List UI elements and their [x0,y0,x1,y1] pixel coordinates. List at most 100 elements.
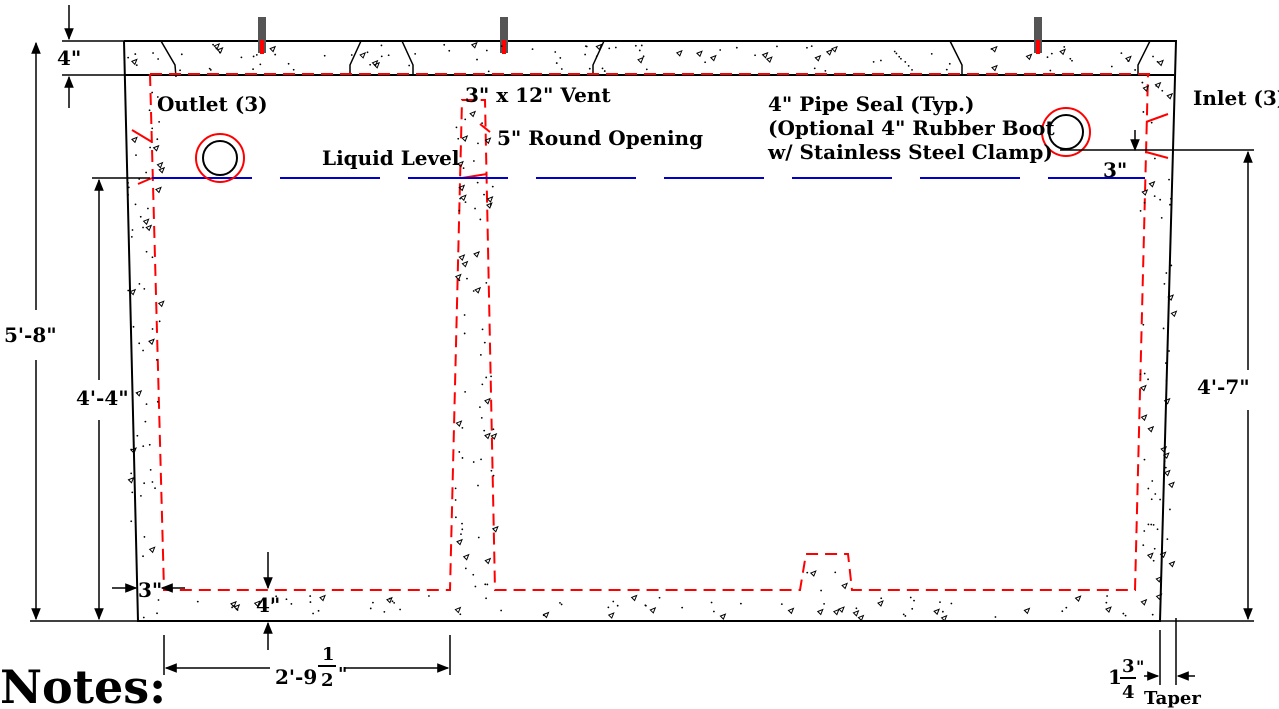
aggregate-dot [1159,198,1162,201]
aggregate-stone [637,56,644,64]
aggregate-dot [486,583,489,586]
aggregate-dot [274,53,277,56]
aggregate-dot [1159,498,1162,501]
aggregate-stone [484,432,491,440]
aggregate-dot [127,193,130,196]
outlet-label: Outlet (3) [157,92,268,116]
aggregate-dot [464,390,467,393]
aggregate-dot [484,583,487,586]
aggregate-dot [149,468,152,471]
aggregate-dot [148,443,151,446]
taper-whole: 1 [1108,665,1122,689]
aggregate-dot [491,185,494,188]
taper-dim: 1 3 4 " Taper [1108,656,1201,709]
aggregate-stone [156,161,164,169]
aggregate-dot [492,474,495,477]
overall-height-dim: 5'-8" [4,323,57,347]
aggregate-stone [816,608,824,616]
aggregate-stone [940,614,948,622]
aggregate-dot [834,571,837,574]
aggregate-stone [1148,180,1156,188]
aggregate-dot [369,607,372,610]
aggregate-dot [879,59,882,62]
aggregate-dot [780,603,783,606]
aggregate-stone [359,52,367,59]
aggregate-dot [1110,65,1113,68]
aggregate-stone [857,614,865,622]
aggregate-dot [474,585,477,588]
aggregate-dot [372,601,374,604]
aggregate-dot [485,597,487,600]
aggregate-dot [823,602,825,605]
aggregate-dot [138,342,141,345]
aggregate-dot [584,45,587,48]
aggregate-dot [477,536,480,539]
aggregate-dot [1143,458,1146,461]
aggregate-dot [158,320,161,323]
aggregate-stone [1162,452,1170,460]
aggregate-dot [231,606,233,609]
aggregate-stone [809,570,817,577]
aggregate-stone [455,420,463,427]
aggregate-dot [616,604,619,607]
aggregate-dot [1160,216,1163,219]
aggregate-dot [941,610,944,613]
aggregate-stone [127,476,135,484]
aggregate-stone [696,50,703,58]
aggregate-dot [179,69,181,72]
aggregate-dot [1050,52,1053,55]
aggregate-dot [140,494,142,497]
aggregate-dot [399,608,401,611]
taper-num: 3 [1122,656,1135,677]
aggregate-stone [765,56,773,64]
aggregate-dot [1166,538,1169,541]
aggregate-dot [196,600,199,603]
aggregate-stone [761,51,769,59]
aggregate-stone [148,546,156,554]
aggregate-dot [485,281,488,284]
aggregate-dot [458,279,461,282]
aggregate-stone [1157,59,1164,67]
aggregate-stone [831,45,838,53]
aggregate-dot [492,428,495,431]
aggregate-dot [1162,327,1165,330]
aggregate-dot [130,520,133,523]
aggregate-dot [704,61,707,64]
aggregate-stone [461,135,469,142]
aggregate-dot [472,573,475,576]
aggregate-dot [948,62,951,65]
aggregate-stone [458,184,466,192]
aggregate-dot [824,70,827,72]
aggregate-stone [1105,606,1112,613]
aggregate-dot [127,181,129,184]
aggregate-stone [832,608,840,616]
aggregate-dot [391,600,394,603]
aggregate-stone [1147,425,1155,433]
aggregate-stone [542,611,550,619]
aggregate-dot [136,434,139,437]
aggregate-dot [142,349,144,352]
aggregate-stone [1159,551,1167,559]
aggregate-dot [608,47,611,50]
aggregate-stone [454,606,462,614]
aggregate-stone [145,224,153,232]
aggregate-stone [371,59,379,67]
aggregate-dot [1046,56,1049,59]
aggregate-dot [448,49,451,52]
pipe-seal-label-line2: (Optional 4" Rubber Boot [768,116,1055,140]
aggregate-dot [490,375,492,378]
aggregate-dot [820,589,822,592]
aggregate-stone [474,286,482,294]
aggregate-dot [480,458,482,461]
aggregate-dot [588,67,591,70]
aggregate-dot [614,46,617,49]
aggregate-stone [490,433,498,440]
aggregate-stone [1155,576,1163,583]
aggregate-stone [814,54,822,62]
aggregate-dot [134,203,137,206]
aggregate-dot [913,599,915,602]
aggregate-dot [380,44,383,47]
aggregate-dot [127,56,130,59]
aggregate-dot [904,615,907,617]
